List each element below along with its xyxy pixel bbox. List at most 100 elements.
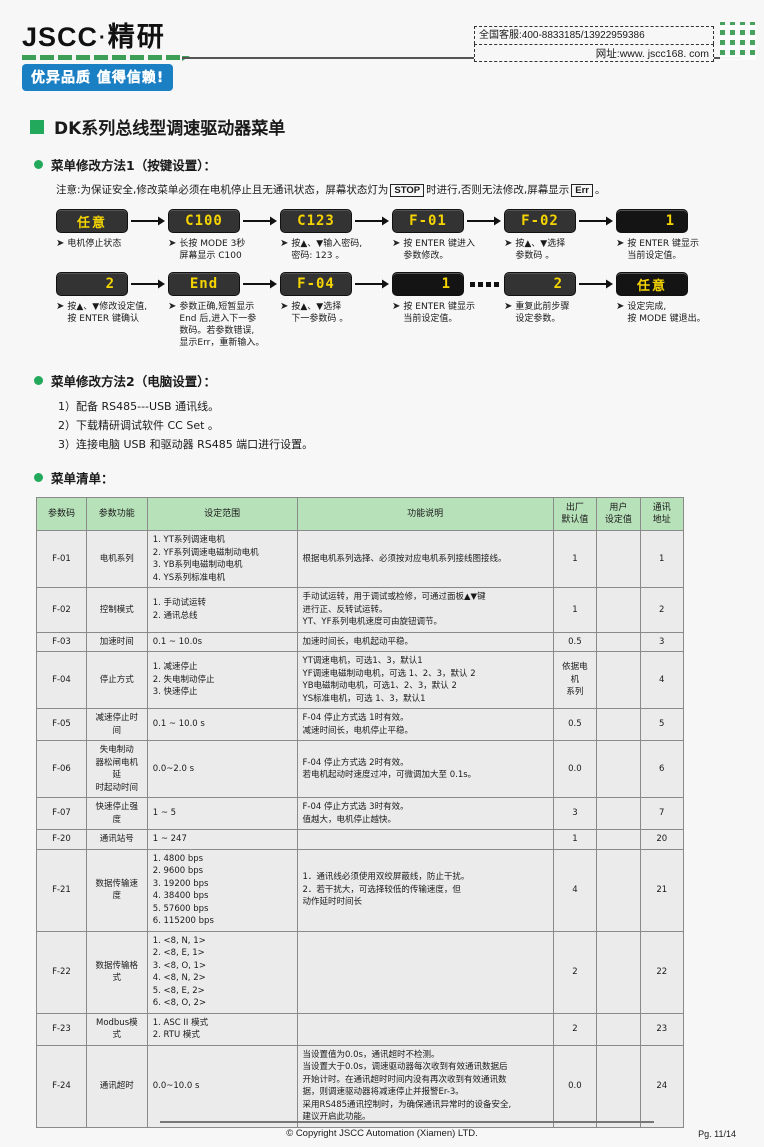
cell-user-value[interactable]	[596, 631, 641, 652]
cell-description: F-04 停止方式选 2时有效。 若电机起动时速度过冲，可微调加大至 0.1s。	[296, 740, 554, 798]
flow-step: 1 ➤ 按 ENTER 键显示 当前设定值。	[616, 209, 728, 262]
method1-note: 注意:为保证安全,修改菜单必须在电机停止且无通讯状态，屏幕状态灯为 STOP 时进行…	[56, 182, 764, 199]
flow-row-2: 2 ➤ 按▲、▼修改设定值, 按 ENTER 键确认 End ➤ 参数正确,短暂显示…	[0, 272, 764, 349]
column-header-code: 参数码	[36, 497, 87, 531]
table-row: F-23 Modbus模式 1. ASC II 模式 2. RTU 模式 2 23	[36, 1012, 685, 1046]
cell-description: 手动试运转，用于调试或检修，可通过面板▲▼键 进行正、反转试运转。 YT、YF系…	[296, 587, 554, 633]
stop-key-label: STOP	[390, 184, 425, 197]
flow-step: 2 ➤ 按▲、▼修改设定值, 按 ENTER 键确认	[56, 272, 168, 325]
arrow-icon	[128, 272, 168, 296]
cell-range: 1. 4800 bps 2. 9600 bps 3. 19200 bps 4. …	[146, 848, 298, 932]
cell-function: 电机系列	[85, 530, 148, 588]
cell-user-value[interactable]	[596, 829, 641, 850]
logo-jscc: JSCC	[22, 22, 99, 52]
method1-heading-text: 菜单修改方法1（按键设置）：	[51, 158, 216, 173]
cell-description	[296, 1012, 554, 1046]
cell-description: F-04 停止方式选 3时有效。 值越大，电机停止越快。	[296, 797, 554, 830]
logo-separator-dot: ·	[99, 27, 107, 49]
logo-chinese: 精研	[107, 22, 166, 53]
table-row: F-02 控制模式 1. 手动试运转 2. 通讯总线 手动试运转，用于调试或检修，可通…	[36, 587, 685, 633]
err-key-label: Err	[571, 184, 593, 197]
column-header-range: 设定范围	[146, 497, 298, 531]
table-row: F-24 通讯超时 0.0~10.0 s 当设置值为0.0s，通讯超时不检测。 当设置…	[36, 1044, 685, 1128]
cell-default: 0.0	[552, 1044, 598, 1128]
cell-default: 依据电机 系列	[552, 651, 598, 709]
column-header-default: 出厂 默认值	[552, 497, 598, 531]
cell-user-value[interactable]	[596, 530, 641, 588]
column-header-description: 功能说明	[296, 497, 554, 531]
caption-arrow-icon: ➤	[616, 238, 625, 249]
cell-range: 1. <8, N, 1> 2. <8, E, 1> 3. <8, O, 1> 4…	[146, 930, 298, 1014]
table-row: F-06 失电制动 器松闸电机延 时起动时间 0.0~2.0 s F-04 停止方式选…	[36, 740, 685, 798]
flow-caption: ➤ 按▲、▼选择 参数码 。	[504, 238, 566, 261]
cell-user-value[interactable]	[596, 1044, 641, 1128]
column-header-comm-address: 通讯 地址	[639, 497, 685, 531]
arrow-icon	[576, 272, 616, 296]
cell-function: 通讯站号	[85, 829, 148, 850]
arrow-icon	[352, 209, 392, 233]
table-body: F-01 电机系列 1. YT系列调速电机 2. YF系列调速电磁制动电机 3. Y…	[36, 530, 685, 1128]
cell-description: 当设置值为0.0s，通讯超时不检测。 当设置大于0.0s，调速驱动器每次收到有效…	[296, 1044, 554, 1128]
flow-caption: ➤ 按 ENTER 键进入 参数修改。	[392, 238, 475, 261]
cell-user-value[interactable]	[596, 651, 641, 709]
flow-caption: ➤ 按 ENTER 键显示 当前设定值。	[616, 238, 699, 261]
ellipsis-dots-icon	[464, 272, 504, 296]
cell-comm-address: 1	[639, 530, 685, 588]
cell-range: 0.1 ~ 10.0 s	[146, 708, 298, 741]
cell-user-value[interactable]	[596, 797, 641, 830]
page-footer: © Copyright JSCC Automation (Xiamen) LTD…	[0, 1121, 764, 1139]
caption-arrow-icon: ➤	[56, 238, 65, 249]
cell-code: F-02	[36, 587, 87, 633]
flow-caption: ➤ 按 ENTER 键显示 当前设定值。	[392, 301, 475, 324]
cell-code: F-22	[36, 930, 87, 1014]
cell-range: 0.1 ~ 10.0s	[146, 631, 298, 652]
cell-range: 1 ~ 247	[146, 829, 298, 850]
checker-decoration	[720, 22, 756, 60]
cell-code: F-04	[36, 651, 87, 709]
cell-default: 0.5	[552, 708, 598, 741]
column-header-function: 参数功能	[85, 497, 148, 531]
table-row: F-03 加速时间 0.1 ~ 10.0s 加速时间长，电机起动平稳。 0.5 3	[36, 631, 685, 652]
table-row: F-01 电机系列 1. YT系列调速电机 2. YF系列调速电磁制动电机 3. Y…	[36, 530, 685, 588]
cell-function: 减速停止时间	[85, 708, 148, 741]
dot-bullet-icon	[34, 160, 43, 169]
led-display: 任意	[616, 272, 688, 296]
led-display: F-04	[280, 272, 352, 296]
table-row: F-07 快速停止强度 1 ~ 5 F-04 停止方式选 3时有效。 值越大，电机停止…	[36, 797, 685, 830]
page-title: DK系列总线型调速驱动器菜单	[30, 114, 764, 139]
cell-user-value[interactable]	[596, 1012, 641, 1046]
cell-comm-address: 24	[639, 1044, 685, 1128]
cell-description: 根据电机系列选择、必须按对应电机系列接线图接线。	[296, 530, 554, 588]
cell-user-value[interactable]	[596, 708, 641, 741]
cell-comm-address: 2	[639, 587, 685, 633]
green-dash-rule	[22, 55, 182, 60]
cell-comm-address: 22	[639, 930, 685, 1014]
cell-user-value[interactable]	[596, 740, 641, 798]
cell-range: 1. 手动试运转 2. 通讯总线	[146, 587, 298, 633]
cell-code: F-06	[36, 740, 87, 798]
note-part-b: 时进行,否则无法修改,屏幕显示	[426, 184, 570, 196]
cell-function: 失电制动 器松闸电机延 时起动时间	[85, 740, 148, 798]
cell-default: 2	[552, 1012, 598, 1046]
cell-code: F-03	[36, 631, 87, 652]
arrow-icon	[240, 272, 280, 296]
cell-default: 1	[552, 530, 598, 588]
cell-default: 4	[552, 848, 598, 932]
table-header-row: 参数码 参数功能 设定范围 功能说明 出厂 默认值 用户 设定值 通讯 地址	[36, 497, 685, 531]
cell-code: F-21	[36, 848, 87, 932]
cell-comm-address: 20	[639, 829, 685, 850]
header-horizontal-rule	[182, 57, 742, 59]
cell-user-value[interactable]	[596, 930, 641, 1014]
cell-user-value[interactable]	[596, 848, 641, 932]
cell-description: F-04 停止方式选 1时有效。 减速时间长，电机停止平稳。	[296, 708, 554, 741]
cell-comm-address: 7	[639, 797, 685, 830]
cell-function: 数据传输格式	[85, 930, 148, 1014]
caption-arrow-icon: ➤	[56, 301, 65, 312]
cell-user-value[interactable]	[596, 587, 641, 633]
flow-step: F-01 ➤ 按 ENTER 键进入 参数修改。	[392, 209, 504, 262]
brand-logo: JSCC·精研 优异品质 值得信赖!	[22, 22, 202, 91]
led-display: 任意	[56, 209, 128, 233]
contact-block: 全国客服:400-8833185/13922959386 网址:www. jsc…	[474, 26, 714, 62]
table-row: F-20 通讯站号 1 ~ 247 1 20	[36, 829, 685, 850]
flow-step: C100 ➤ 长按 MODE 3秒 屏幕显示 C100	[168, 209, 280, 262]
